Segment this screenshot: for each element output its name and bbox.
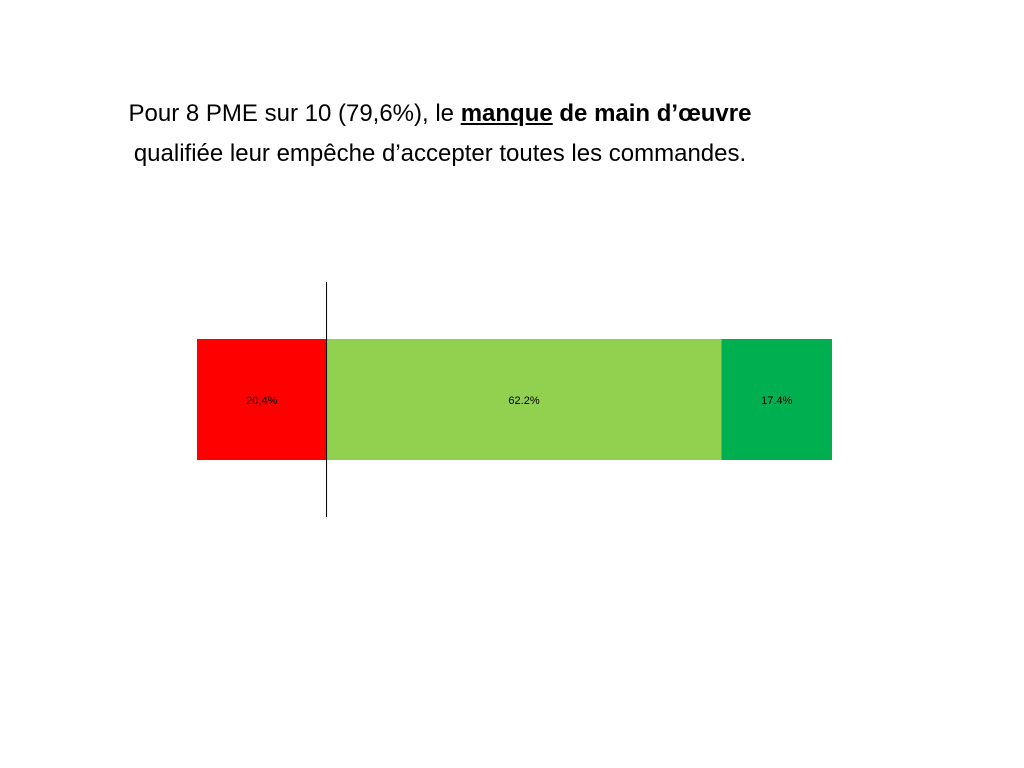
- bar-segment-2: [326, 339, 722, 460]
- data-label-2: 62.2%: [508, 395, 539, 407]
- bar-segment-1: [197, 339, 327, 460]
- data-labels: 20,4% 62.2% 17.4%: [246, 395, 792, 407]
- bar-segments: [197, 339, 832, 460]
- data-label-1: 20,4%: [246, 395, 277, 407]
- data-label-3: 17.4%: [761, 395, 792, 407]
- headline-line2: qualifiée leur empêche d’accepter toutes…: [133, 140, 747, 167]
- headline-underlined-word: manque: [460, 100, 553, 127]
- headline-bold-phrase: de main d’œuvre: [559, 100, 752, 127]
- headline: Pour 8 PME sur 10 (79,6%), le manque de …: [60, 94, 820, 174]
- headline-prefix: Pour 8 PME sur 10 (79,6%), le: [128, 100, 461, 127]
- bar-segment-3: [721, 339, 832, 460]
